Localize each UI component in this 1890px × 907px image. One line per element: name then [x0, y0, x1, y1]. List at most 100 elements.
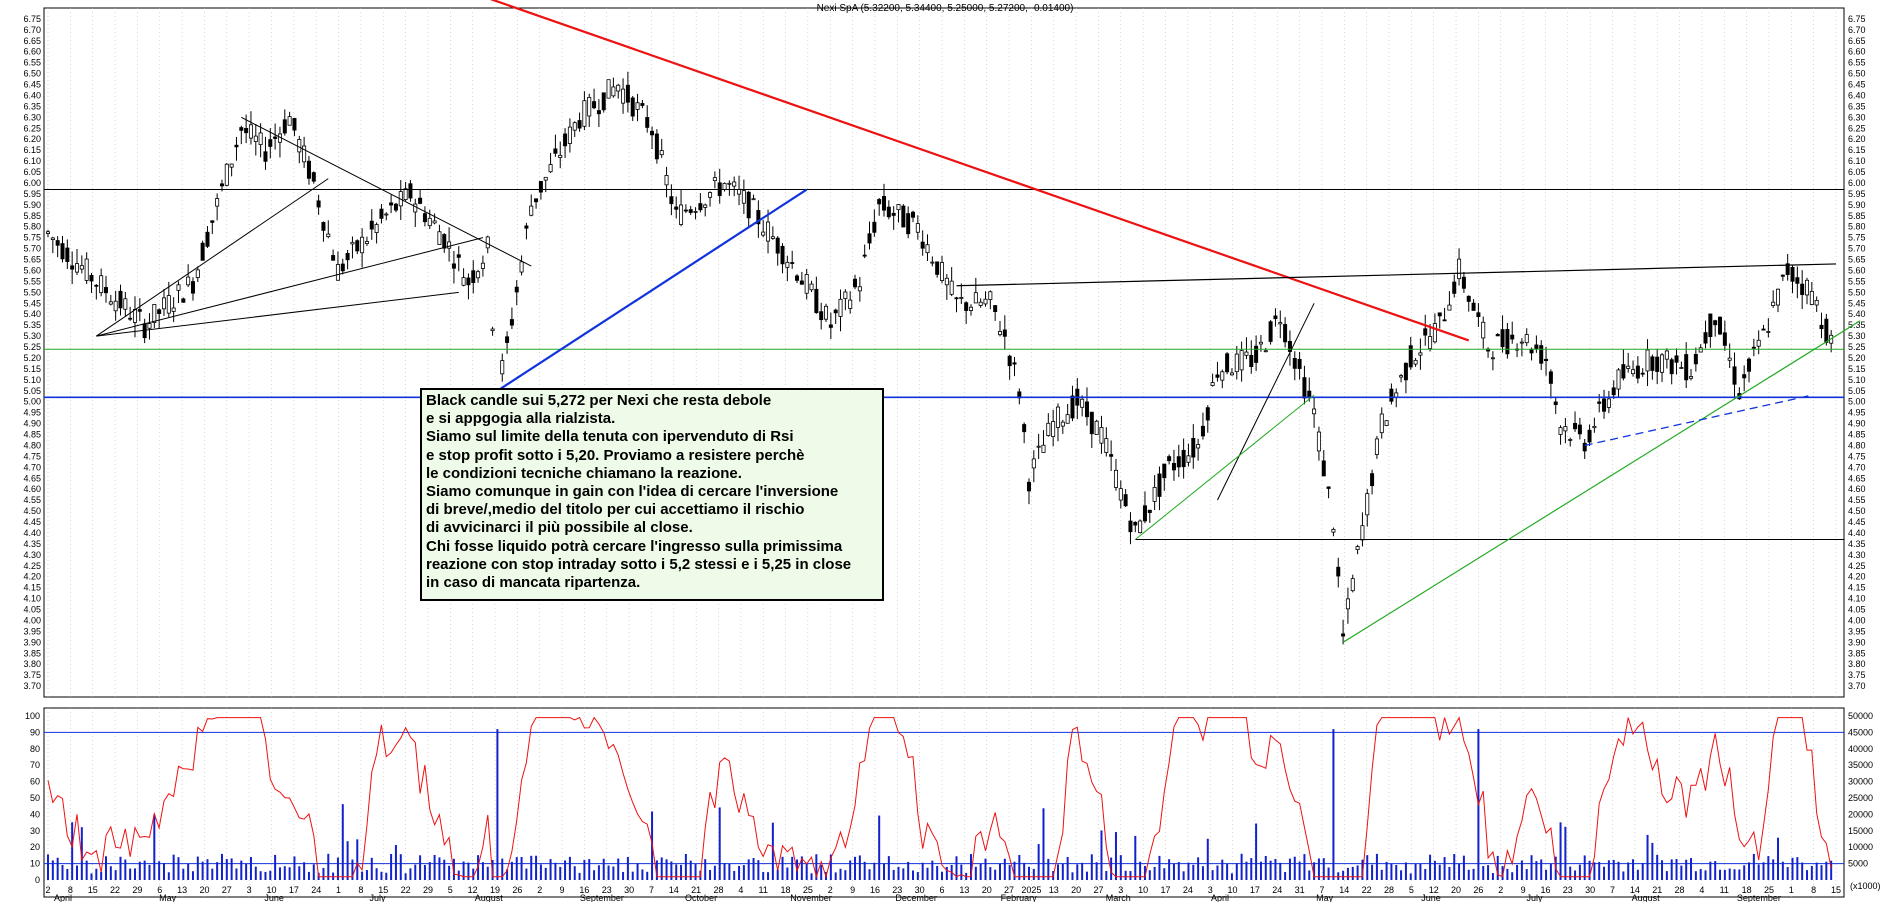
x-tick-label: 9	[560, 885, 565, 895]
volume-bar	[1240, 853, 1243, 880]
volume-bar	[1346, 867, 1349, 880]
x-tick-label: 20	[199, 885, 209, 895]
volume-bar	[1216, 865, 1219, 880]
volume-bar	[1438, 864, 1441, 880]
candle-up	[949, 280, 954, 295]
candle-down	[1437, 312, 1442, 317]
x-tick-label: 25	[1764, 885, 1774, 895]
volume-bar	[1269, 860, 1272, 880]
candle-down	[244, 128, 249, 134]
candle-down	[1089, 411, 1094, 435]
volume-bar	[1095, 862, 1098, 880]
candle-down	[1471, 302, 1476, 311]
candle-up	[727, 182, 732, 185]
price-y-tick-left: 3.75	[23, 670, 41, 680]
candle-down	[1650, 356, 1655, 371]
volume-bar	[1182, 871, 1185, 880]
volume-bar	[1264, 855, 1267, 880]
volume-bar	[1003, 858, 1006, 880]
price-y-tick-right: 4.35	[1848, 539, 1866, 549]
volume-bar	[684, 853, 687, 880]
volume-bar	[887, 856, 890, 880]
volume-bar	[1337, 872, 1340, 880]
candle-down	[1674, 355, 1679, 363]
volume-bar	[322, 867, 325, 880]
volume-bar	[1332, 729, 1335, 880]
volume-bar	[815, 854, 818, 880]
volume-bar	[1516, 864, 1519, 880]
volume-bar	[336, 857, 339, 880]
candle-down	[1819, 324, 1824, 330]
candle-down	[70, 265, 75, 270]
candle-down	[1780, 274, 1785, 277]
candle-down	[1123, 494, 1128, 507]
candle-down	[1824, 318, 1829, 343]
volume-bar	[1192, 864, 1195, 880]
candle-up	[476, 271, 481, 279]
candle-up	[940, 262, 945, 281]
month-label: April	[54, 893, 72, 902]
volume-bar	[419, 855, 422, 880]
volume-bar	[660, 857, 663, 880]
volume-bar	[1361, 859, 1364, 880]
candle-up	[1258, 341, 1263, 345]
x-tick-label: 1	[1789, 885, 1794, 895]
volume-bar	[1752, 853, 1755, 880]
candle-up	[1080, 398, 1085, 408]
candle-down	[1403, 362, 1408, 381]
candle-down	[882, 196, 887, 211]
x-tick-label: 23	[1563, 885, 1573, 895]
price-y-tick-left: 6.45	[23, 80, 41, 90]
volume-bar	[617, 858, 620, 880]
candle-down	[935, 261, 940, 275]
volume-bar	[1105, 870, 1108, 880]
candle-down	[524, 225, 529, 229]
candle-up	[297, 139, 302, 153]
volume-bar	[549, 859, 552, 880]
candle-up	[529, 205, 534, 216]
volume-bar	[1153, 866, 1156, 880]
x-tick-label: 14	[1630, 885, 1640, 895]
volume-bar	[245, 863, 248, 880]
candle-down	[234, 144, 239, 148]
candle-down	[263, 151, 268, 162]
volume-bar	[259, 871, 262, 880]
candle-down	[592, 101, 597, 109]
x-tick-label: 25	[803, 885, 813, 895]
volume-bar	[230, 858, 233, 880]
candle-up	[543, 176, 548, 181]
volume-bar	[907, 861, 910, 880]
volume-bar	[167, 872, 170, 880]
volume-bar	[1032, 868, 1035, 880]
volume-bar	[385, 872, 388, 880]
candle-up	[1664, 350, 1669, 360]
candle-up	[186, 276, 191, 286]
volume-bar	[1511, 872, 1514, 880]
x-tick-label: 16	[1540, 885, 1550, 895]
candle-up	[447, 241, 452, 249]
candle-up	[287, 116, 292, 126]
candle-down	[181, 298, 186, 303]
price-y-tick-left: 6.65	[23, 36, 41, 46]
volume-bar	[631, 871, 634, 880]
volume-bar	[341, 804, 344, 880]
price-y-tick-left: 6.30	[23, 112, 41, 122]
candle-down	[442, 234, 447, 249]
price-y-tick-left: 4.55	[23, 495, 41, 505]
price-y-tick-right: 6.10	[1848, 156, 1866, 166]
volume-bar	[597, 865, 600, 880]
x-tick-label: 3	[1208, 885, 1213, 895]
price-y-tick-left: 4.95	[23, 408, 41, 418]
candle-up	[258, 132, 263, 146]
x-tick-label: 11	[1720, 885, 1729, 895]
volume-bar	[1530, 855, 1533, 880]
candle-down	[1002, 329, 1007, 337]
x-tick-label: 4	[738, 885, 743, 895]
x-tick-label: 19	[490, 885, 500, 895]
price-y-tick-right: 4.80	[1848, 440, 1866, 450]
volume-bar	[1284, 872, 1287, 880]
candle-down	[625, 84, 630, 103]
x-tick-label: 20	[1071, 885, 1081, 895]
candle-up	[925, 244, 930, 254]
candle-up	[480, 262, 485, 269]
